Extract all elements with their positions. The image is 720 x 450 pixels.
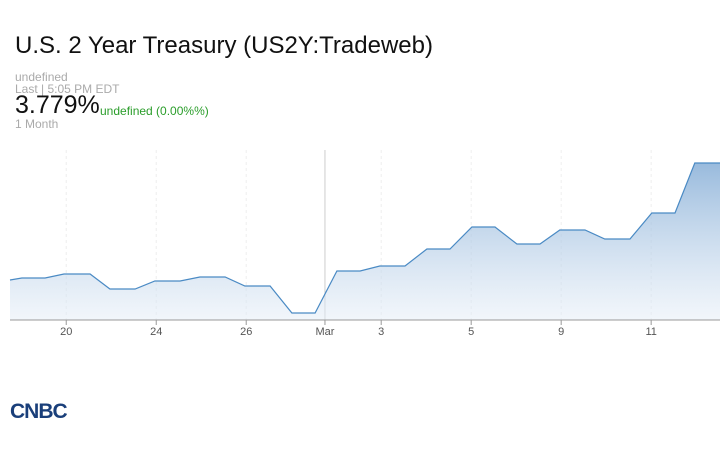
x-tick-label: 20 (60, 326, 72, 338)
period: 1 Month (15, 117, 59, 131)
x-tick-label: 5 (468, 326, 474, 338)
x-tick-label: Mar (315, 326, 334, 338)
logo: CNBC (10, 400, 68, 423)
x-tick-label: 11 (645, 326, 656, 338)
x-tick-label: 24 (150, 326, 162, 338)
status: undefined (15, 70, 68, 84)
chart: 20 24 26 Mar 3 5 9 11 (9, 150, 720, 338)
x-tick-label: 3 (378, 326, 384, 338)
title: U.S. 2 Year Treasury (US2Y:Tradeweb) (15, 32, 433, 59)
last-price: 3.779% (15, 91, 100, 119)
x-tick-label: 9 (558, 326, 564, 338)
time: Last | 5:05 PM EDT (15, 82, 120, 96)
change: undefined (0.00%%) (100, 104, 209, 118)
x-tick-label: 26 (240, 326, 252, 338)
line (9, 162, 720, 314)
area (10, 163, 720, 320)
